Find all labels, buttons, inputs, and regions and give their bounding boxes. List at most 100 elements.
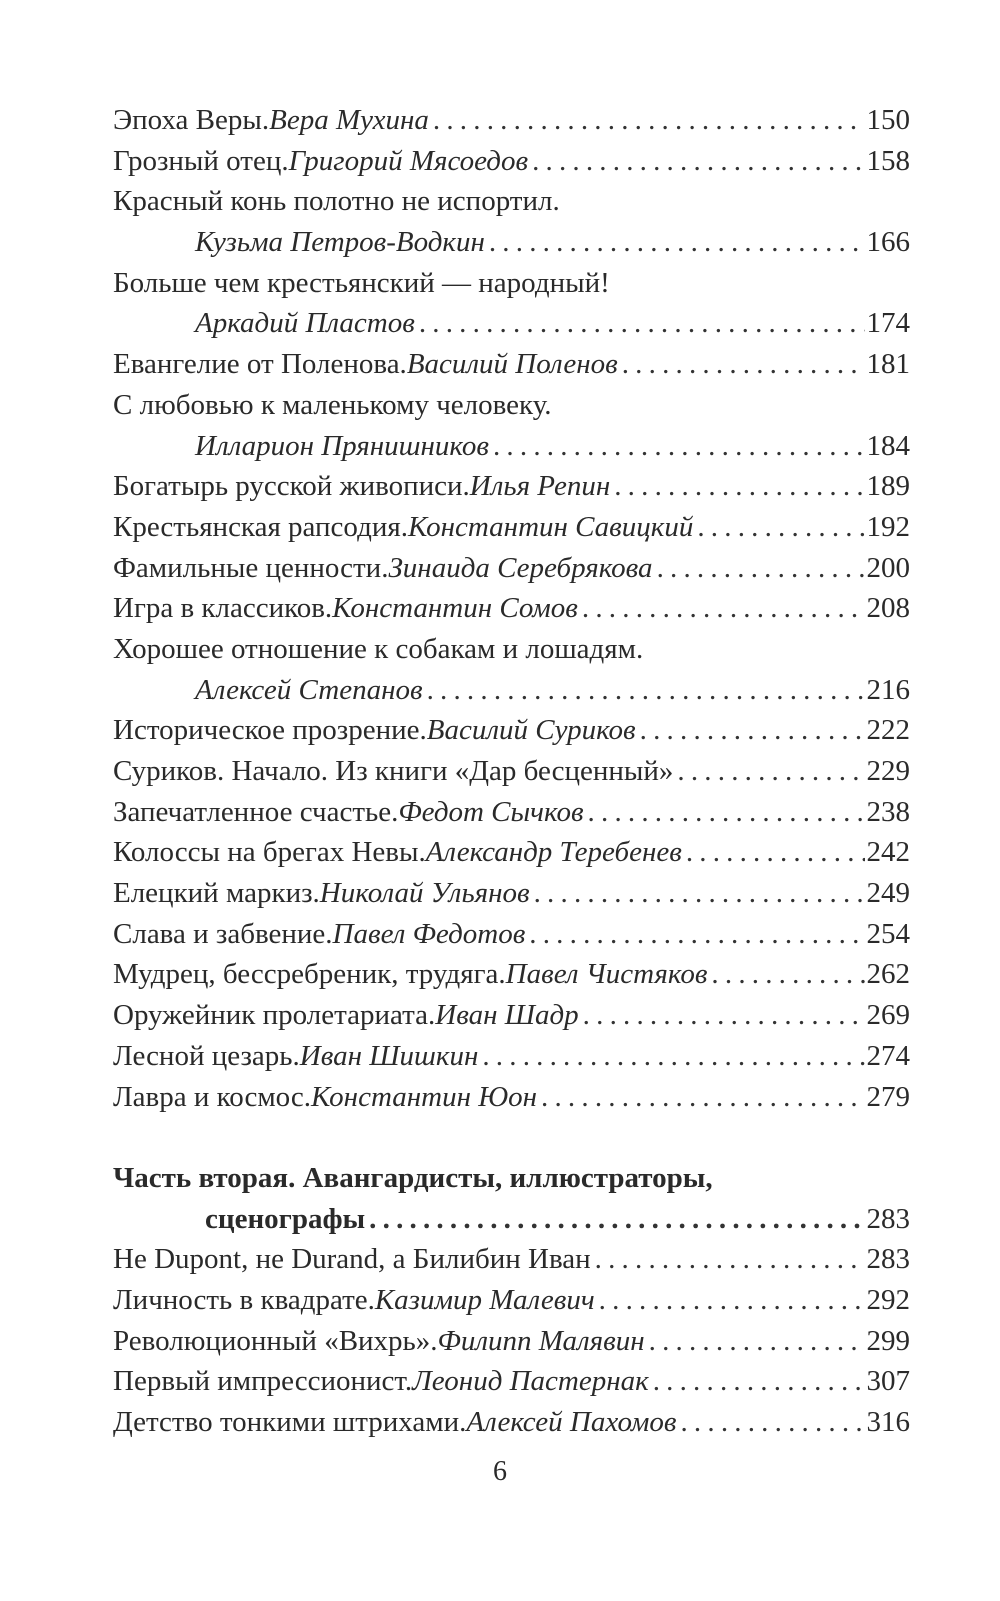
entry-title: Оружейник пролетариата. <box>113 999 436 1032</box>
dot-leader: ........................................… <box>426 673 865 706</box>
entry-title: Историческое прозрение. <box>113 714 427 747</box>
toc-entry: Хорошее отношение к собакам и лошадям. Ал… <box>113 629 910 710</box>
entry-page-number: 181 <box>866 348 911 381</box>
entry-title: Фамильные ценности. <box>113 551 389 584</box>
entry-page-number: 269 <box>866 999 911 1032</box>
toc-entry: С любовью к маленькому человеку. Илларион… <box>113 385 910 466</box>
entry-author: Филипп Малявин <box>437 1324 645 1357</box>
toc-entry: Запечатленное счастье. Федот Сычков.....… <box>113 792 910 833</box>
entry-page-number: 262 <box>866 958 911 991</box>
toc-entry-line: Аркадий Пластов.........................… <box>113 303 910 344</box>
entry-author: Аркадий Пластов <box>195 307 415 340</box>
section-gap <box>113 1117 910 1158</box>
dot-leader: ........................................… <box>533 877 865 910</box>
page-number: 6 <box>493 1456 507 1487</box>
dot-leader: ........................................… <box>648 1324 865 1357</box>
heading-line: сценографы .............................… <box>113 1199 910 1240</box>
entry-page-number: 254 <box>866 917 911 950</box>
toc-entry: Детство тонкими штрихами. Алексей Пахомо… <box>113 1402 910 1443</box>
dot-leader: ........................................… <box>685 836 865 869</box>
entry-page-number: 166 <box>866 226 911 259</box>
dot-leader: ........................................… <box>711 958 865 991</box>
entry-author: Константин Сомов <box>332 592 578 625</box>
toc-entry-line: Личность в квадрате. Казимир Малевич....… <box>113 1280 910 1321</box>
toc-entry: Слава и забвение. Павел Федотов.........… <box>113 914 910 955</box>
entry-title: Запечатленное счастье. <box>113 795 399 828</box>
toc-entry: Мудрец, бессребреник, трудяга. Павел Чис… <box>113 954 910 995</box>
dot-leader: ........................................… <box>532 144 865 177</box>
entry-page-number: 229 <box>866 755 911 787</box>
entry-page-number: 299 <box>866 1324 911 1357</box>
entry-page-number: 174 <box>866 307 911 340</box>
toc-entry-line: Лесной цезарь. Иван Шишкин..............… <box>113 1036 910 1077</box>
entry-page-number: 222 <box>866 714 911 747</box>
entry-title: С любовью к маленькому человеку. <box>113 388 552 421</box>
entry-author: Александр Теребенев <box>425 836 682 869</box>
entry-page-number: 216 <box>866 673 911 706</box>
toc-entry: Больше чем крестьянский — народный! Аркад… <box>113 263 910 344</box>
dot-leader: ........................................… <box>529 917 865 950</box>
toc-entry: Эпоха Веры. Вера Мухина.................… <box>113 100 910 141</box>
dot-leader: ........................................… <box>482 1039 864 1072</box>
dot-leader: ........................................… <box>598 1283 865 1316</box>
dot-leader: ........................................… <box>492 429 865 462</box>
dot-leader: ........................................… <box>697 510 864 543</box>
entry-title: Слава и забвение. <box>113 917 333 950</box>
entry-title: Не Dupont, не Durand, а Билибин Иван <box>113 1243 591 1276</box>
entry-author: Илья Репин <box>469 470 611 503</box>
entry-author: Константин Савицкий <box>407 510 694 543</box>
entry-page-number: 189 <box>866 470 911 503</box>
toc-entry-line: Мудрец, бессребреник, трудяга. Павел Чис… <box>113 954 910 995</box>
toc-entry: Лесной цезарь. Иван Шишкин..............… <box>113 1036 910 1077</box>
toc-entry-line: Илларион Прянишников....................… <box>113 426 910 467</box>
toc-entry: Красный конь полотно не испортил. Кузьма … <box>113 181 910 262</box>
entry-author: Казимир Малевич <box>374 1283 595 1316</box>
toc-entry-line: Хорошее отношение к собакам и лошадям. <box>113 629 910 670</box>
toc-entry: Лавра и космос. Константин Юон..........… <box>113 1077 910 1118</box>
toc-entry: Колоссы на брегах Невы. Александр Теребе… <box>113 832 910 873</box>
toc-entry: Грозный отец. Григорий Мясоедов.........… <box>113 141 910 182</box>
entry-title: Лавра и космос. <box>113 1080 312 1113</box>
dot-leader: ........................................… <box>652 1365 865 1398</box>
toc-entry-line: Кузьма Петров-Водкин....................… <box>113 222 910 263</box>
part-two-page: 283 <box>866 1202 911 1235</box>
entry-author: Константин Юон <box>311 1080 538 1113</box>
dot-leader: ........................................… <box>621 348 865 381</box>
entry-author: Алексей Пахомов <box>466 1406 677 1438</box>
entry-title: Колоссы на брегах Невы. <box>113 836 426 869</box>
toc-entry-line: Запечатленное счастье. Федот Сычков.....… <box>113 792 910 833</box>
dot-leader: ........................................… <box>541 1080 865 1113</box>
toc-entry-line: Оружейник пролетариата. Иван Шадр.......… <box>113 995 910 1036</box>
toc-entry: Крестьянская рапсодия. Константин Савицк… <box>113 507 910 548</box>
part-two-title-line1: Часть вторая. Авангардисты, иллюстраторы… <box>113 1161 713 1194</box>
entry-page-number: 307 <box>866 1365 911 1398</box>
dot-leader: ........................................… <box>656 551 865 584</box>
toc-part-one-entries: Эпоха Веры. Вера Мухина.................… <box>113 100 910 1117</box>
entry-page-number: 192 <box>866 510 911 543</box>
dot-leader: ........................................… <box>432 104 865 136</box>
entry-title: Евангелие от Поленова. <box>113 348 407 381</box>
toc-entry-line: Слава и забвение. Павел Федотов.........… <box>113 914 910 955</box>
entry-page-number: 208 <box>866 592 911 625</box>
entry-author: Павел Федотов <box>332 917 526 950</box>
entry-title: Лесной цезарь. <box>113 1039 300 1072</box>
toc-entry-line: Историческое прозрение. Василий Суриков.… <box>113 710 910 751</box>
entry-page-number: 184 <box>866 429 911 462</box>
entry-page-number: 200 <box>866 551 911 584</box>
entry-title: Больше чем крестьянский — народный! <box>113 266 610 299</box>
toc-entry: Елецкий маркиз. Николай Ульянов.........… <box>113 873 910 914</box>
entry-page-number: 279 <box>866 1080 911 1113</box>
toc-entry: Оружейник пролетариата. Иван Шадр.......… <box>113 995 910 1036</box>
part-two-heading: Часть вторая. Авангардисты, иллюстраторы… <box>113 1158 910 1239</box>
toc-entry-line: Суриков. Начало. Из книги «Дар бесценный… <box>113 751 910 792</box>
dot-leader: ........................................… <box>369 1202 865 1235</box>
entry-page-number: 292 <box>866 1283 911 1316</box>
toc-entry-line: Грозный отец. Григорий Мясоедов.........… <box>113 141 910 182</box>
entry-title: Крестьянская рапсодия. <box>113 510 408 543</box>
toc-entry-line: С любовью к маленькому человеку. <box>113 385 910 426</box>
entry-page-number: 274 <box>866 1039 911 1072</box>
toc-entry-line: Лавра и космос. Константин Юон..........… <box>113 1077 910 1118</box>
entry-page-number: 150 <box>866 104 911 136</box>
entry-author: Григорий Мясоедов <box>288 144 529 177</box>
entry-title: Елецкий маркиз. <box>113 877 320 910</box>
